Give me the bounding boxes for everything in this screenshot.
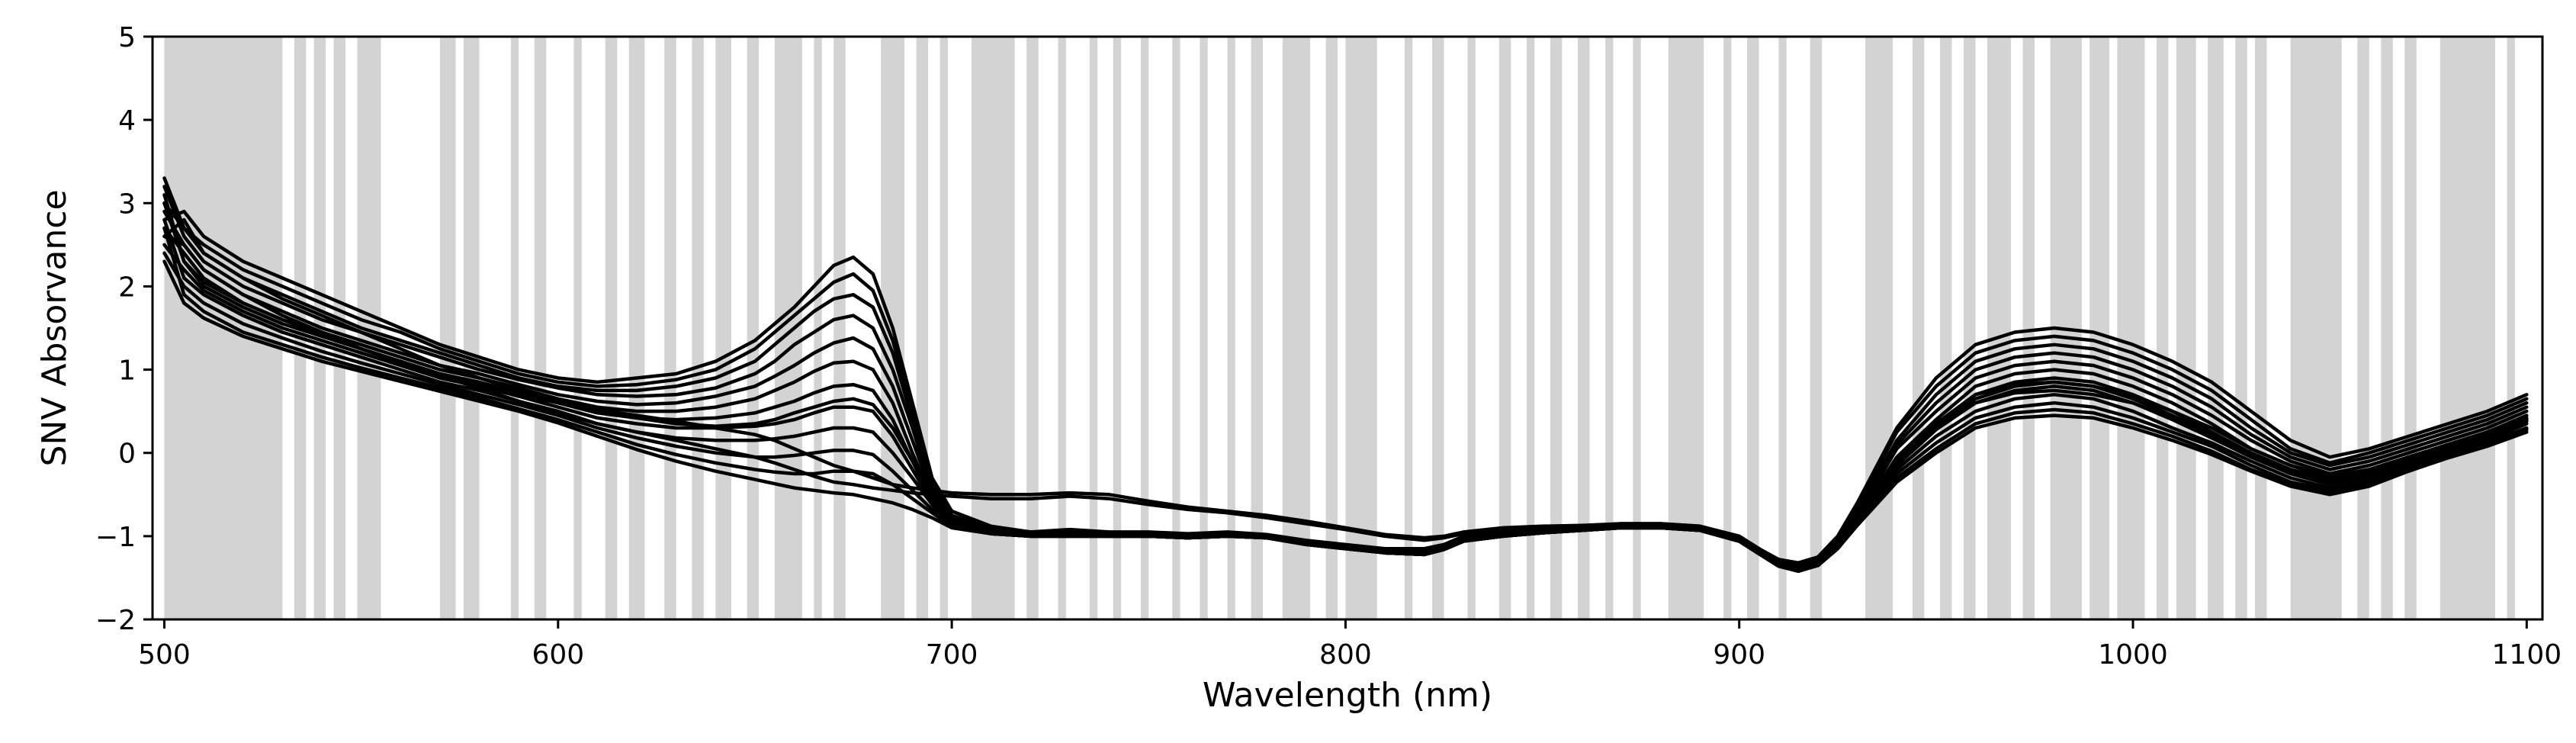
selected-band xyxy=(1498,37,1511,619)
selected-band xyxy=(2381,37,2393,619)
selected-band xyxy=(628,37,645,619)
plot-frame xyxy=(151,35,2544,621)
x-tick-label: 1100 xyxy=(2492,639,2562,671)
selected-band xyxy=(1282,37,1310,619)
x-tick-label: 500 xyxy=(138,639,191,671)
selected-band xyxy=(2507,37,2515,619)
selected-band xyxy=(1058,37,1066,619)
selected-band xyxy=(2290,37,2342,619)
selected-band xyxy=(1723,37,1732,619)
selected-band xyxy=(510,37,519,619)
selected-band xyxy=(2089,37,2110,619)
selected-band xyxy=(1940,37,1952,619)
selected-band xyxy=(463,37,480,619)
y-tick-label: 1 xyxy=(118,355,136,387)
selected-band xyxy=(1113,37,1122,619)
selected-band xyxy=(940,37,948,619)
selected-band xyxy=(1467,37,1476,619)
selected-band xyxy=(2235,37,2247,619)
selected-band xyxy=(664,37,676,619)
selected-band xyxy=(1325,37,1338,619)
selected-band xyxy=(916,37,929,619)
x-tick-label: 900 xyxy=(1713,639,1765,671)
selected-band xyxy=(333,37,345,619)
selected-band xyxy=(605,37,618,619)
y-tick-label: 3 xyxy=(118,188,136,220)
y-axis-label: SNV Absorvance xyxy=(35,189,74,466)
y-tick-label: 0 xyxy=(118,439,136,470)
selected-band xyxy=(439,37,456,619)
spectrum-line xyxy=(162,201,2529,571)
y-tick-label: −1 xyxy=(95,522,136,553)
y-tick-label: 5 xyxy=(118,22,136,53)
selected-band xyxy=(715,37,731,619)
selected-band xyxy=(1778,37,1787,619)
selected-band xyxy=(1140,37,1149,619)
selected-band xyxy=(573,37,582,619)
selected-band xyxy=(2255,37,2267,619)
selected-band xyxy=(1345,37,1377,619)
selected-band xyxy=(1026,37,1039,619)
selected-band xyxy=(1668,37,1704,619)
selected-band xyxy=(747,37,760,619)
selected-band xyxy=(2357,37,2369,619)
x-axis-ticks: 500 600 700 800 900 1000 1100 xyxy=(138,619,2562,671)
selected-band xyxy=(1912,37,1925,619)
selected-band xyxy=(1089,37,1098,619)
selected-band xyxy=(2176,37,2196,619)
y-tick-label: 4 xyxy=(118,105,136,137)
selected-band xyxy=(1865,37,1893,619)
selected-band xyxy=(1964,37,1976,619)
selected-band xyxy=(1251,37,1263,619)
selected-wavelength-bands xyxy=(164,37,2515,619)
selected-band xyxy=(2157,37,2169,619)
spectrum-line xyxy=(162,234,2529,568)
selected-band xyxy=(2404,37,2417,619)
selected-band xyxy=(2439,37,2496,619)
selected-band xyxy=(1200,37,1208,619)
spectra-lines xyxy=(162,176,2529,573)
x-tick-label: 800 xyxy=(1319,639,1372,671)
x-tick-label: 700 xyxy=(926,639,978,671)
selected-band xyxy=(1550,37,1563,619)
selected-band xyxy=(1810,37,1823,619)
selected-band xyxy=(1578,37,1590,619)
x-tick-label: 600 xyxy=(532,639,584,671)
y-tick-label: −2 xyxy=(95,605,136,636)
selected-band xyxy=(1526,37,1535,619)
y-axis-ticks: −2 −1 0 1 2 3 4 5 xyxy=(95,22,153,636)
selected-band xyxy=(534,37,547,619)
selected-band xyxy=(692,37,704,619)
x-tick-label: 1000 xyxy=(2098,639,2168,671)
y-tick-label: 2 xyxy=(118,272,136,303)
selected-band xyxy=(1172,37,1180,619)
selected-band xyxy=(1605,37,1614,619)
selected-band xyxy=(1227,37,1235,619)
selected-band xyxy=(1987,37,2011,619)
selected-band xyxy=(1432,37,1444,619)
selected-band xyxy=(2117,37,2145,619)
selected-band xyxy=(834,37,846,619)
selected-band xyxy=(1633,37,1641,619)
selected-band xyxy=(1404,37,1413,619)
x-axis-label: Wavelength (nm) xyxy=(1203,676,1492,715)
selected-band xyxy=(2022,37,2035,619)
selected-band xyxy=(1747,37,1759,619)
selected-band xyxy=(2208,37,2224,619)
